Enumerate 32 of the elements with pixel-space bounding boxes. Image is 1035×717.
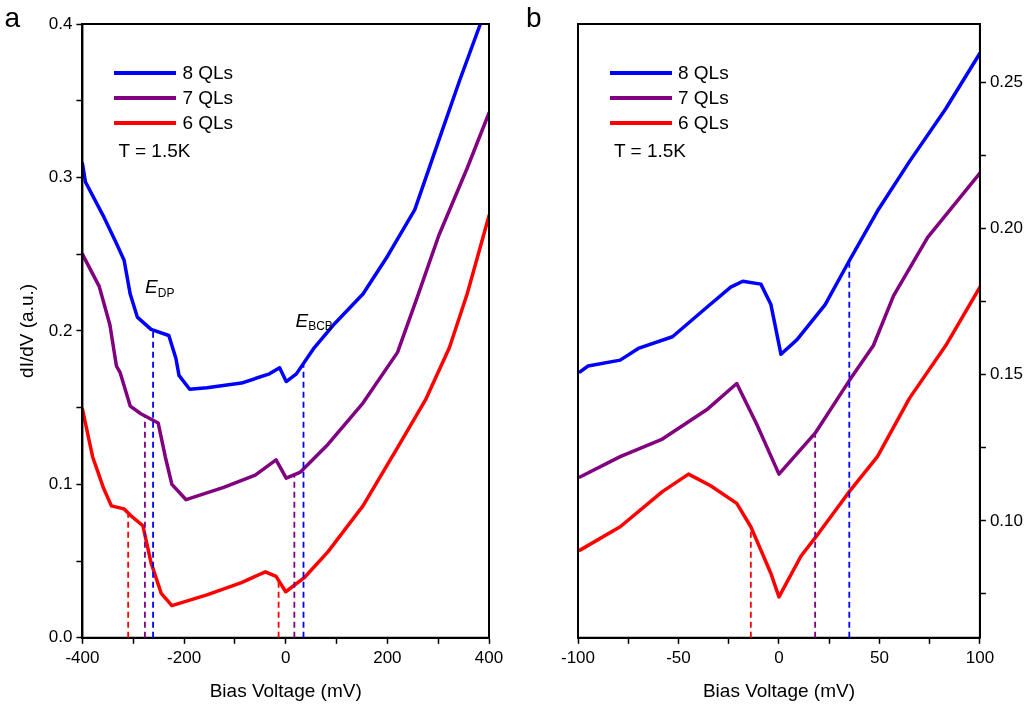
x-tick-label: 50 — [869, 647, 889, 667]
legend-label: 6 QLs — [678, 110, 729, 135]
y2-tick-label: 0.25 — [989, 72, 1024, 92]
legend-label: 8 QLs — [182, 60, 234, 85]
x-axis-title: Bias Voltage (mV) — [209, 679, 362, 701]
x-tick-label: 100 — [965, 647, 995, 667]
legend-label: 8 QLs — [678, 60, 729, 85]
y-tick-label: 0.2 — [48, 320, 73, 340]
legend-label: 6 QLs — [182, 110, 234, 135]
chart-title: a — [4, 2, 20, 33]
y2-tick-label: 0.15 — [989, 364, 1024, 384]
y2-tick-label: 0.20 — [989, 218, 1024, 238]
chart-title: b — [526, 2, 542, 33]
annotation: T = 1.5K — [118, 139, 192, 163]
y-axis-title: dI/dV (a.u.) — [15, 283, 37, 378]
y-tick-label: 0.1 — [48, 474, 73, 494]
x-tick-label: -400 — [65, 647, 100, 667]
annotation: T = 1.5K — [614, 139, 687, 163]
legend-label: 7 QLs — [182, 85, 234, 110]
legend-label: 7 QLs — [678, 85, 729, 110]
x-axis-title: Bias Voltage (mV) — [702, 679, 855, 701]
x-tick-label: 200 — [373, 647, 402, 667]
x-tick-label: 400 — [474, 647, 504, 667]
x-tick-label: -200 — [167, 647, 202, 667]
y-tick-label: 0.3 — [48, 167, 73, 187]
y2-tick-label: 0.10 — [989, 510, 1024, 530]
y-tick-label: 0.0 — [48, 627, 73, 647]
x-tick-label: -50 — [666, 647, 691, 667]
x-tick-label: 0 — [280, 647, 291, 667]
x-tick-label: 0 — [774, 647, 784, 667]
y-tick-label: 0.4 — [48, 13, 73, 33]
x-tick-label: -100 — [560, 647, 596, 667]
